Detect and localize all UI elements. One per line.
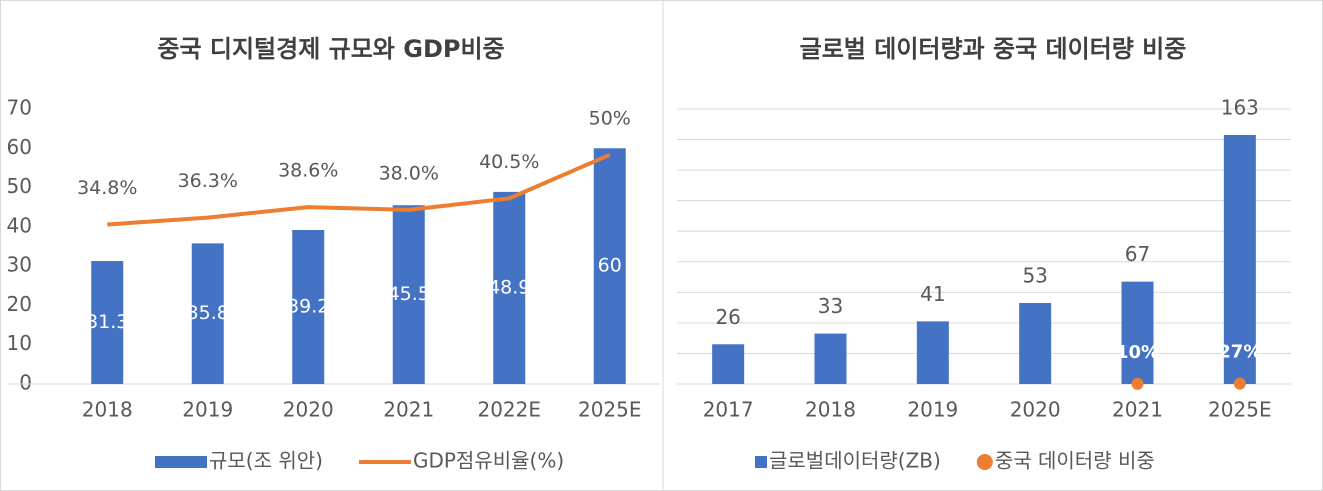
- x-tick-label: 2018: [82, 398, 133, 422]
- legend-label: 중국 데이터량 비중: [995, 449, 1155, 473]
- x-tick-label: 2020: [1010, 398, 1061, 422]
- bar: [493, 191, 526, 384]
- dot: [1233, 377, 1246, 390]
- dot-value-label: 10%: [1116, 342, 1159, 363]
- y-tick-label: 30: [7, 253, 32, 277]
- bar-value-label: 67: [1125, 242, 1150, 266]
- bar: [292, 230, 325, 384]
- legend-label: 규모(조 위안): [209, 449, 323, 473]
- line-value-label: 34.8%: [77, 177, 137, 199]
- bar-value-label: 163: [1221, 95, 1259, 119]
- dot: [1131, 377, 1144, 390]
- y-tick-label: 60: [7, 135, 32, 159]
- y-tick-label: 50: [7, 174, 32, 198]
- y-tick-label: 70: [7, 96, 32, 120]
- y-tick-label: 20: [7, 292, 32, 316]
- bar-value-label: 48.9: [488, 276, 530, 298]
- y-tick-label: 40: [7, 213, 32, 237]
- legend-label: GDP점유비율(%): [413, 449, 564, 473]
- bar: [1019, 303, 1052, 384]
- y-tick-label: 10: [7, 331, 32, 355]
- x-tick-label: 2021: [383, 398, 434, 422]
- dot-value-label: 27%: [1218, 342, 1261, 363]
- line: [107, 152, 611, 227]
- x-tick-label: 2021: [1112, 398, 1163, 422]
- bar: [814, 333, 847, 384]
- line-value-label: 36.3%: [178, 170, 238, 192]
- legend-swatch: [155, 456, 207, 468]
- legend-label: 글로벌데이터량(ZB): [769, 449, 941, 473]
- x-tick-label: 2018: [805, 398, 856, 422]
- line-value-label: 50%: [589, 107, 631, 129]
- bar-value-label: 41: [920, 282, 945, 306]
- chart-title: 글로벌 데이터량과 중국 데이터량 비중: [800, 35, 1187, 63]
- x-tick-label: 2025E: [1208, 398, 1272, 422]
- bar: [593, 148, 626, 384]
- bar-value-label: 53: [1022, 264, 1047, 288]
- legend-swatch: [755, 456, 767, 468]
- line-value-label: 40.5%: [479, 151, 539, 173]
- bar-value-label: 31.3: [86, 311, 128, 333]
- bar-value-label: 26: [715, 305, 740, 329]
- bar-value-label: 45.5: [388, 283, 430, 305]
- line-value-label: 38.6%: [278, 160, 338, 182]
- chart-title: 중국 디지털경제 규모와 GDP비중: [157, 35, 504, 63]
- bar: [91, 261, 124, 384]
- x-tick-label: 2022E: [477, 398, 541, 422]
- bar: [712, 344, 745, 384]
- bar: [1121, 281, 1154, 384]
- bar-value-label: 60: [598, 255, 622, 277]
- bar: [191, 243, 224, 384]
- bar: [392, 205, 425, 384]
- x-tick-label: 2025E: [578, 398, 642, 422]
- legend-swatch: [976, 454, 993, 470]
- bar: [1223, 134, 1256, 384]
- y-tick-label: 0: [19, 371, 32, 395]
- x-tick-label: 2019: [907, 398, 958, 422]
- x-tick-label: 2019: [182, 398, 233, 422]
- bar-value-label: 35.8: [187, 302, 229, 324]
- x-tick-label: 2020: [283, 398, 334, 422]
- x-tick-label: 2017: [703, 398, 754, 422]
- bar-value-label: 39.2: [287, 296, 329, 318]
- line-value-label: 38.0%: [379, 162, 439, 184]
- bar-value-label: 33: [818, 294, 843, 318]
- bar: [916, 321, 949, 384]
